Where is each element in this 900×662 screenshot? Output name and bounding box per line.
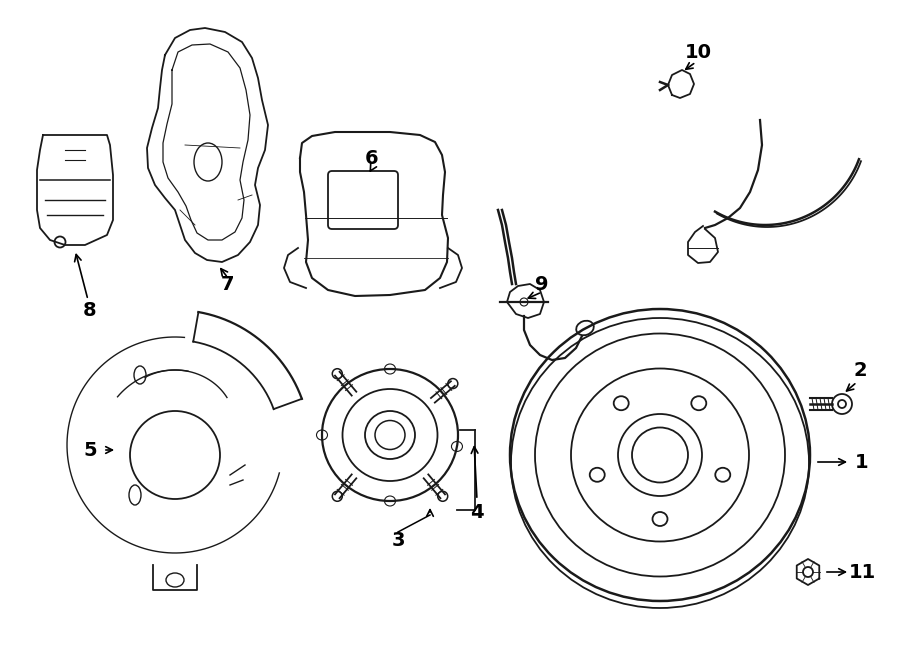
Text: 2: 2 [853, 361, 867, 379]
Text: 6: 6 [365, 148, 379, 167]
Text: 10: 10 [685, 42, 712, 62]
Text: 1: 1 [855, 453, 868, 471]
Text: 4: 4 [470, 502, 484, 522]
Text: 3: 3 [392, 530, 405, 549]
Text: 9: 9 [536, 275, 549, 295]
Text: 7: 7 [221, 275, 235, 295]
Text: 5: 5 [83, 440, 97, 459]
Text: 11: 11 [849, 563, 876, 581]
Text: 8: 8 [83, 301, 97, 320]
